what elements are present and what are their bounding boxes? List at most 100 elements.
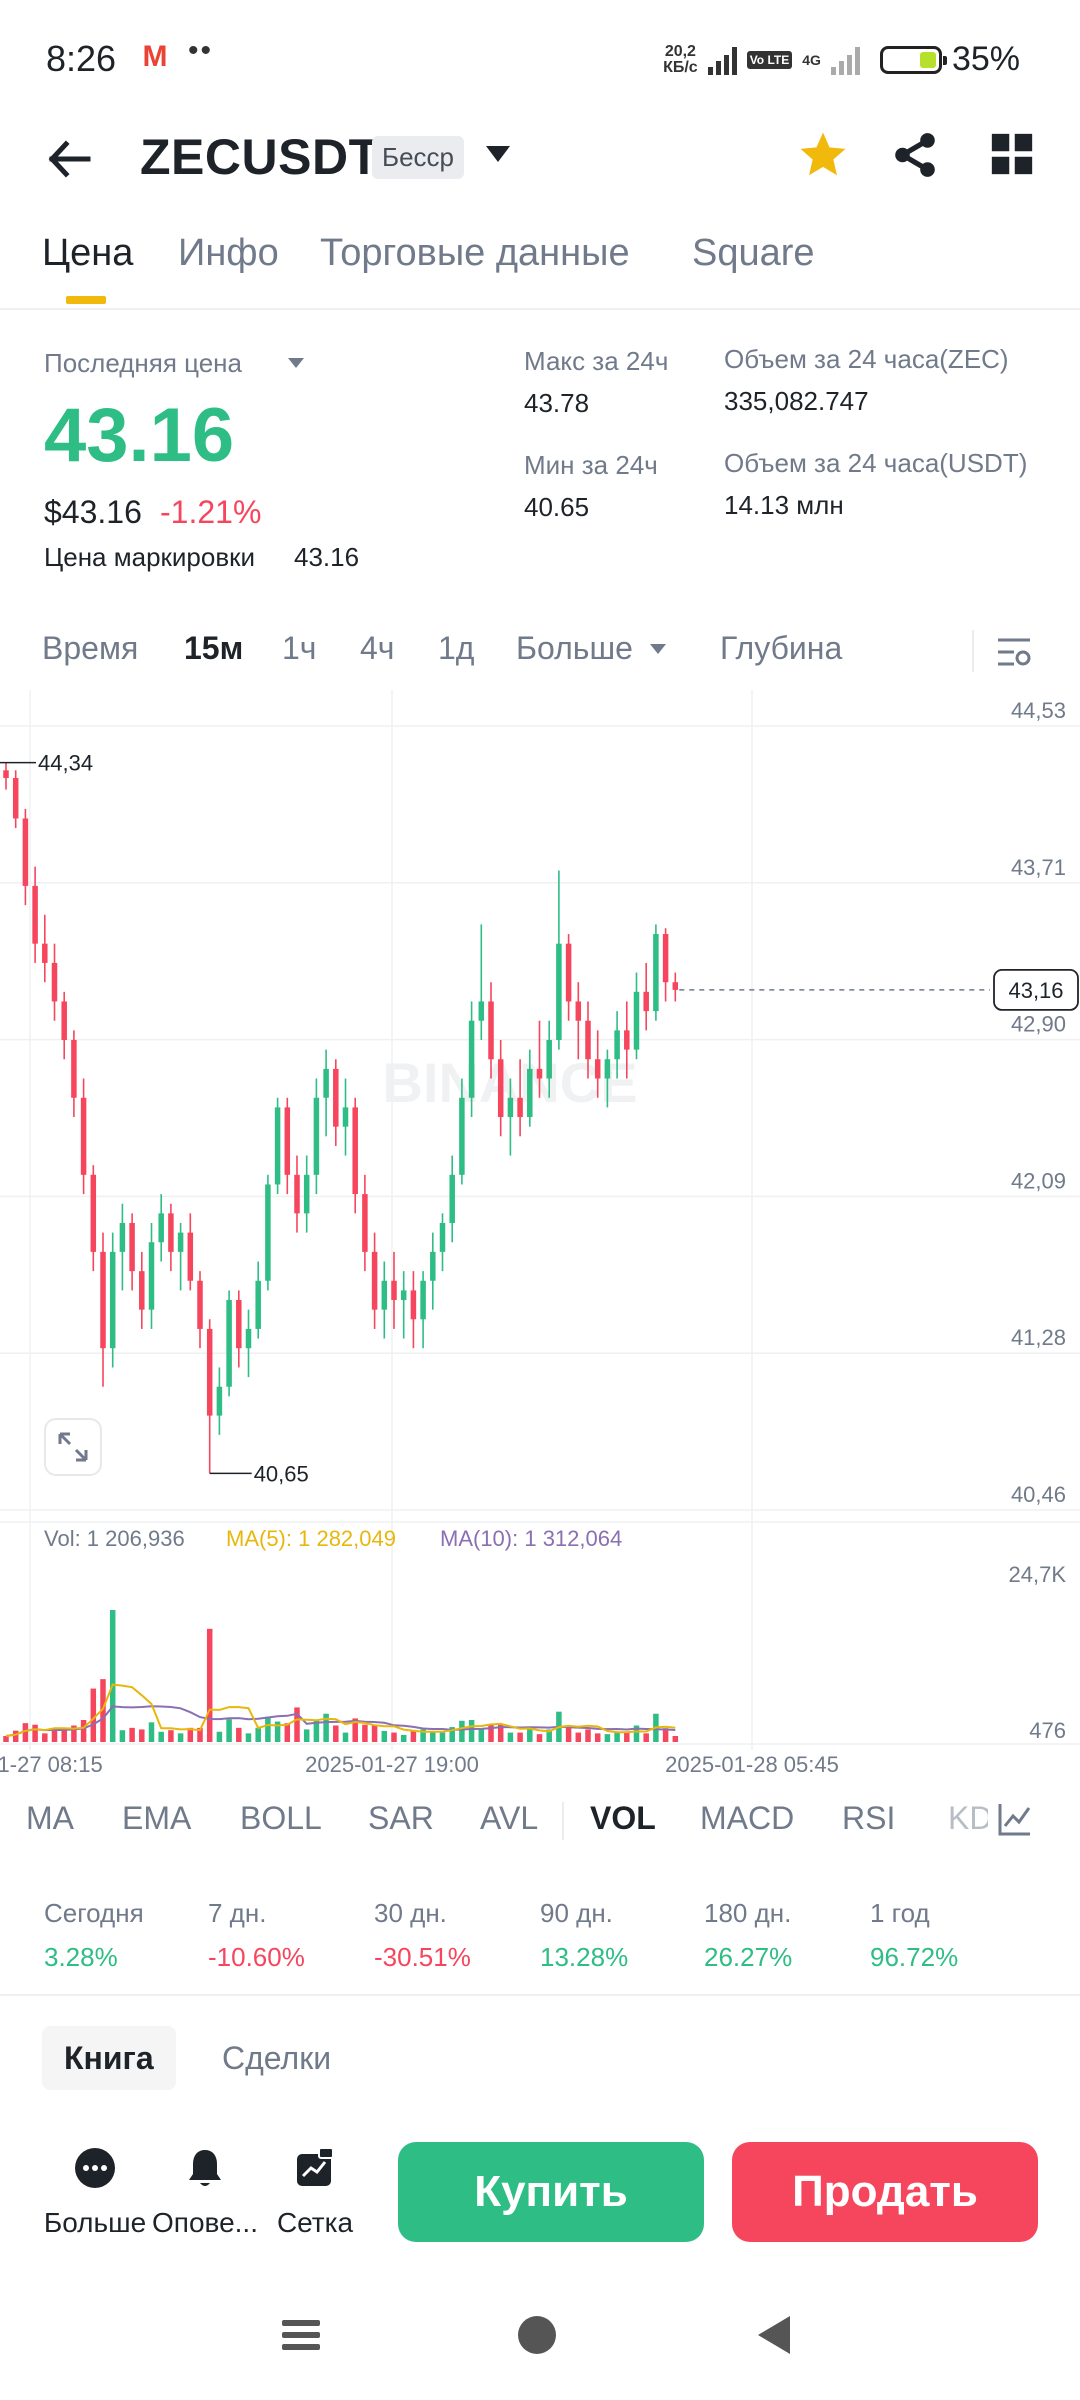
pair-symbol[interactable]: ZECUSDT — [140, 129, 380, 185]
volume-bar — [80, 1720, 87, 1742]
status-time: 8:26 — [46, 38, 117, 79]
expand-chart-button[interactable] — [44, 1418, 102, 1476]
tf-depth[interactable]: Глубина — [720, 630, 843, 666]
tf-4h[interactable]: 4ч — [360, 630, 395, 666]
candlestick-chart[interactable]: BINANCE 44,5343,7142,9042,0941,2840,4644… — [0, 690, 1080, 1780]
volume-bar — [90, 1688, 97, 1742]
last-price-tag: 43,16 — [1008, 978, 1063, 1003]
tab-price[interactable]: Цена — [42, 232, 134, 274]
ind-ma[interactable]: MA — [26, 1800, 74, 1836]
perf-label: Сегодня — [44, 1898, 144, 1928]
candle-body — [303, 1174, 310, 1214]
volume-bar — [575, 1732, 582, 1742]
volume-bar — [585, 1729, 591, 1742]
volume-bar — [497, 1724, 504, 1742]
perf-label: 180 дн. — [704, 1898, 792, 1928]
perf-value: -30.51% — [374, 1942, 471, 1972]
candle-body — [139, 1271, 145, 1310]
grid-bot-button[interactable]: Сетка — [260, 2146, 370, 2239]
ind-sar[interactable]: SAR — [368, 1800, 434, 1836]
tf-1h[interactable]: 1ч — [282, 630, 317, 666]
tf-time[interactable]: Время — [42, 630, 139, 666]
active-tab-underline — [66, 296, 106, 304]
low-24h-label: Мин за 24ч — [524, 450, 658, 480]
signal-icon — [707, 45, 737, 75]
tf-more[interactable]: Больше — [516, 630, 633, 666]
alerts-button[interactable]: Опове... — [150, 2146, 260, 2239]
expand-icon — [58, 1432, 88, 1462]
volume-bar — [391, 1732, 397, 1742]
last-price: 43.16 — [44, 393, 235, 478]
usd-price: $43.16 — [44, 494, 142, 530]
volume-bar — [129, 1727, 135, 1742]
signal-icon-2 — [830, 45, 860, 75]
candle-body — [585, 1020, 591, 1060]
volume-bar — [643, 1733, 649, 1742]
grid-icon[interactable] — [990, 132, 1034, 176]
back-arrow-icon[interactable] — [44, 134, 94, 184]
share-icon[interactable] — [890, 130, 940, 180]
volume-bar — [3, 1736, 9, 1742]
tab-trades[interactable]: Сделки — [222, 2040, 332, 2076]
ind-macd[interactable]: MACD — [700, 1800, 795, 1836]
ind-ema[interactable]: EMA — [122, 1800, 192, 1836]
volume-bar — [342, 1732, 349, 1742]
tab-order-book[interactable]: Книга — [42, 2026, 176, 2090]
x-axis-tick: 2025-01-28 05:45 — [665, 1752, 839, 1777]
volume-bar — [42, 1733, 48, 1742]
candle-body — [342, 1107, 349, 1127]
vol-axis-min: 476 — [1029, 1718, 1066, 1743]
system-nav-bar — [0, 2290, 1080, 2400]
caret-down-icon[interactable] — [648, 642, 668, 656]
volume-bar — [148, 1722, 155, 1742]
tf-15m[interactable]: 15м — [184, 630, 244, 666]
candle-body — [226, 1300, 232, 1387]
ind-rsi[interactable]: RSI — [842, 1800, 896, 1836]
candle-body — [100, 1251, 106, 1349]
tab-square[interactable]: Square — [692, 232, 815, 274]
candle-body — [527, 1068, 533, 1118]
volume-bar — [536, 1734, 543, 1742]
chart-settings-icon[interactable] — [996, 634, 1032, 670]
candle-body — [71, 1039, 77, 1098]
volume-bar — [12, 1730, 19, 1742]
tab-info[interactable]: Инфо — [178, 232, 279, 274]
volume-bar — [565, 1725, 572, 1742]
caret-down-icon[interactable] — [286, 356, 306, 370]
y-axis-tick: 44,53 — [1011, 698, 1066, 723]
tf-1d[interactable]: 1д — [438, 630, 475, 666]
candle-body — [430, 1251, 436, 1281]
candle-body — [245, 1328, 252, 1349]
back-icon[interactable] — [752, 2314, 794, 2356]
buy-button[interactable]: Купить — [398, 2142, 704, 2242]
low-24h: 40.65 — [524, 492, 590, 522]
ind-vol[interactable]: VOL — [590, 1800, 656, 1836]
sell-button[interactable]: Продать — [732, 2142, 1038, 2242]
candle-body — [274, 1107, 281, 1185]
status-right: 20,2 КБ/с Vo LTE 4G 35% — [663, 40, 1020, 79]
performance-row: Сегодня 3.28% 7 дн. -10.60% 30 дн. -30.5… — [0, 1890, 1080, 2000]
volume-bar — [430, 1731, 436, 1742]
home-icon[interactable] — [516, 2314, 558, 2356]
star-icon[interactable] — [796, 128, 850, 182]
ind-kd[interactable]: KD — [948, 1800, 988, 1836]
tab-trading-data[interactable]: Торговые данные — [320, 232, 630, 274]
chevron-down-icon[interactable] — [484, 144, 512, 164]
volume-bar — [420, 1729, 426, 1742]
indicator-settings-icon[interactable] — [996, 1800, 1034, 1838]
candle-body — [614, 1030, 620, 1060]
ind-boll[interactable]: BOLL — [240, 1800, 322, 1836]
candle-body — [216, 1386, 223, 1416]
chart-area[interactable]: BINANCE 44,53 43,71 42,90 42,09 41,28 40,46 44… — [0, 690, 1080, 1780]
volume-bar — [352, 1718, 358, 1742]
volume-bar — [226, 1719, 232, 1742]
low-marker-label: 40,65 — [254, 1461, 309, 1486]
ind-avl[interactable]: AVL — [480, 1800, 539, 1836]
volume-bar — [206, 1628, 213, 1742]
more-button[interactable]: Больше — [40, 2146, 150, 2239]
perf-value: 13.28% — [540, 1942, 629, 1972]
candle-body — [420, 1280, 426, 1320]
candle-body — [672, 982, 679, 990]
timeframe-bar: Время 15м 1ч 4ч 1д Больше Глубина — [0, 630, 1080, 700]
menu-icon[interactable] — [280, 2314, 322, 2356]
